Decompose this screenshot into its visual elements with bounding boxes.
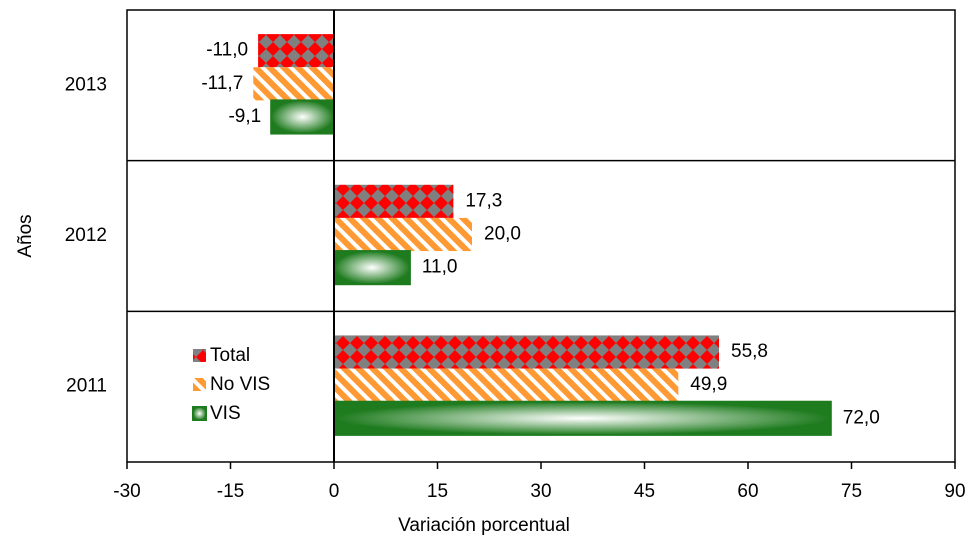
bar — [333, 400, 832, 436]
x-axis-label: Variación porcentual — [398, 515, 570, 536]
data-label: -11,0 — [206, 40, 248, 61]
x-tick-label: 0 — [329, 481, 340, 502]
y-tick-label: 2012 — [65, 225, 107, 246]
x-tick-label: 75 — [841, 481, 862, 502]
data-label: 72,0 — [843, 407, 880, 428]
legend-label: Total — [210, 345, 250, 366]
bar — [334, 368, 679, 402]
bar — [334, 217, 472, 252]
y-axis-label: Años — [15, 214, 36, 257]
bar — [270, 99, 335, 135]
x-tick-label: -30 — [113, 481, 140, 502]
data-label: 20,0 — [484, 224, 521, 245]
bar — [258, 34, 334, 68]
legend-label: VIS — [210, 403, 241, 424]
data-label: -11,7 — [201, 73, 243, 94]
bar — [253, 67, 334, 101]
x-tick-label: 90 — [944, 481, 965, 502]
x-tick-label: 30 — [530, 481, 551, 502]
x-tick-label: 15 — [427, 481, 448, 502]
legend-swatch — [192, 406, 207, 421]
legend-swatch — [193, 349, 206, 362]
x-tick-label: 45 — [634, 481, 655, 502]
legend-swatch — [193, 378, 206, 391]
y-tick-label: 2011 — [66, 376, 107, 397]
data-label: 11,0 — [422, 257, 458, 278]
x-tick-label: 60 — [737, 481, 758, 502]
data-label: 49,9 — [690, 374, 727, 395]
legend-label: No VIS — [210, 374, 270, 395]
bar — [333, 250, 411, 286]
data-label: -9,1 — [228, 106, 261, 127]
data-label: 17,3 — [465, 190, 502, 211]
y-tick-label: 2013 — [65, 74, 107, 95]
bar — [334, 184, 454, 218]
bar — [334, 335, 720, 369]
data-label: 55,8 — [731, 341, 768, 362]
x-tick-label: -15 — [217, 481, 244, 502]
